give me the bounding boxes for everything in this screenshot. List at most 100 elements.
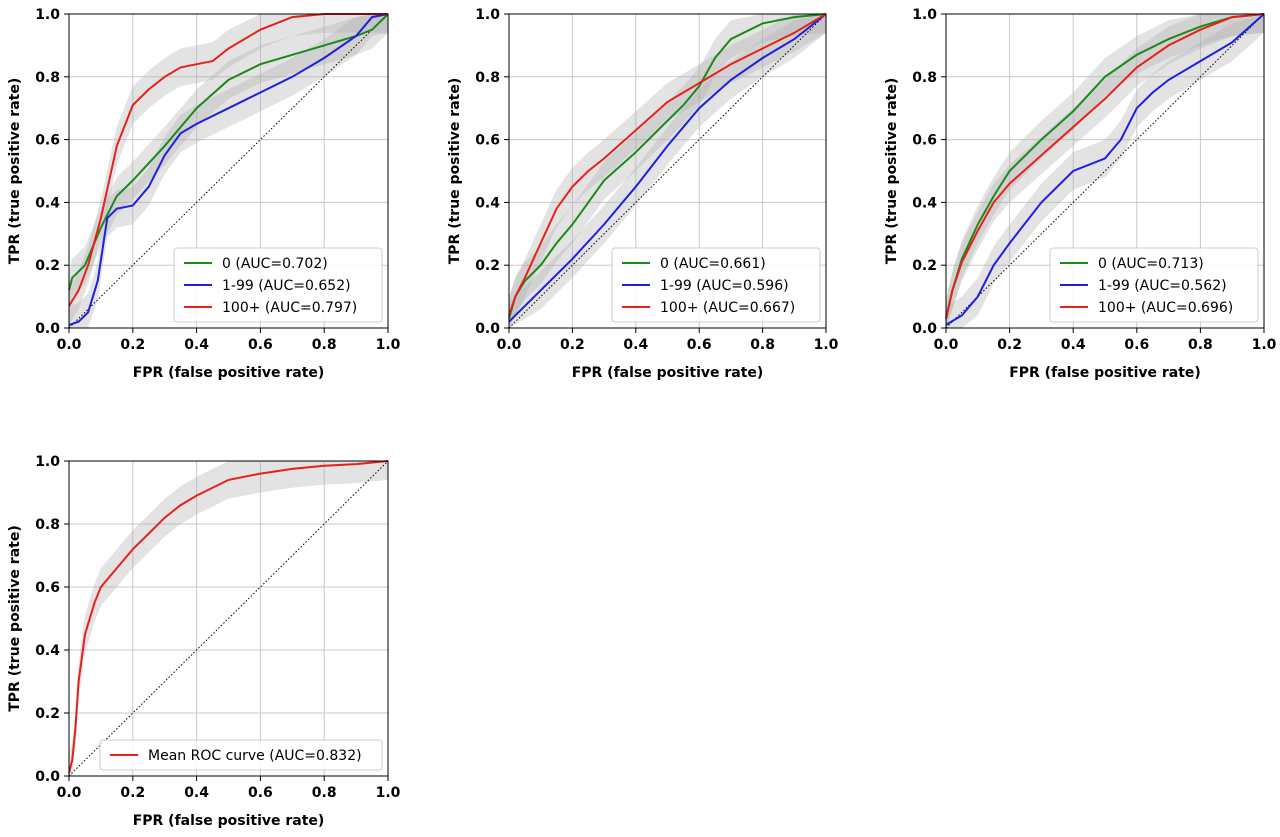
legend-box [1049, 247, 1259, 323]
y-tick-label: 0.8 [475, 70, 500, 86]
y-tick-label: 0.4 [35, 643, 60, 659]
y-tick-label: 0.6 [35, 580, 60, 596]
x-tick-label: 0.0 [934, 337, 959, 353]
x-tick-label: 0.6 [1124, 337, 1149, 353]
x-axis-label: FPR (false positive rate) [1009, 365, 1201, 381]
y-axis-label: TPR (true positive rate) [884, 78, 900, 265]
confidence-band-3 [69, 14, 388, 325]
legend-entry: 0 (AUC=0.661) [660, 256, 766, 272]
x-tick-label: 0.2 [120, 785, 145, 801]
x-axis-label: FPR (false positive rate) [133, 365, 325, 381]
roc-curve-2 [508, 13, 827, 323]
y-tick-label: 0.8 [35, 70, 60, 86]
y-tick-label: 0.6 [912, 133, 937, 149]
y-axis-label: TPR (true positive rate) [7, 78, 23, 265]
y-tick-label: 0.4 [475, 195, 500, 211]
x-tick-label: 0.8 [312, 785, 337, 801]
x-tick-label: 0.8 [750, 337, 775, 353]
y-tick-label: 0.2 [35, 706, 60, 722]
x-tick-label: 0.2 [997, 337, 1022, 353]
confidence-band-2 [946, 14, 1264, 328]
legend-entry: 0 (AUC=0.713) [1098, 256, 1204, 272]
x-axis-label: FPR (false positive rate) [572, 365, 764, 381]
y-tick-label: 0.0 [912, 321, 937, 337]
y-tick-label: 0.8 [35, 517, 60, 533]
chance-diagonal [945, 13, 1265, 329]
legend-entry: Mean ROC curve (AUC=0.832) [148, 748, 362, 764]
confidence-band-1 [69, 461, 388, 776]
y-tick-label: 0.0 [475, 321, 500, 337]
x-tick-label: 1.0 [376, 785, 401, 801]
y-tick-label: 1.0 [912, 7, 937, 23]
legend: 0 (AUC=0.702) 1-99 (AUC=0.652) 100+ (AUC=0… [173, 247, 383, 323]
plot-frame [68, 13, 389, 329]
plot-frame [508, 13, 827, 329]
legend-entry: 100+ (AUC=0.667) [660, 300, 795, 316]
x-tick-label: 0.6 [248, 337, 273, 353]
y-tick-label: 1.0 [35, 454, 60, 470]
x-axis-label: FPR (false positive rate) [133, 813, 325, 829]
x-tick-label: 1.0 [1252, 337, 1277, 353]
chance-diagonal [68, 13, 389, 329]
roc-curve-1 [508, 13, 827, 319]
roc-curve-1 [68, 13, 389, 291]
legend-entry: 1-99 (AUC=0.596) [660, 278, 789, 294]
legend-box [99, 739, 383, 771]
x-tick-label: 0.4 [184, 337, 209, 353]
roc-curve-2 [68, 13, 389, 326]
roc-panel-3: 0.0 0.2 0.4 0.6 0.8 1.0 0.0 0.2 0.4 0.6 0.8 1.0 FPR … [884, 7, 1277, 381]
roc-curve-3 [945, 13, 1265, 319]
y-tick-label: 0.4 [35, 195, 60, 211]
x-tick-label: 0.0 [57, 337, 82, 353]
x-tick-label: 0.8 [312, 337, 337, 353]
y-axis-label: TPR (true positive rate) [7, 525, 23, 712]
x-tick-label: 0.2 [560, 337, 585, 353]
legend: 0 (AUC=0.661) 1-99 (AUC=0.596) 100+ (AUC=0… [611, 247, 821, 323]
y-tick-label: 1.0 [475, 7, 500, 23]
legend: 0 (AUC=0.713) 1-99 (AUC=0.562) 100+ (AUC=0… [1049, 247, 1259, 323]
x-tick-label: 0.6 [687, 337, 712, 353]
roc-curve-3 [68, 13, 388, 307]
x-tick-label: 0.0 [57, 785, 82, 801]
y-tick-label: 0.8 [912, 70, 937, 86]
x-tick-label: 0.4 [184, 785, 209, 801]
legend-entry: 1-99 (AUC=0.652) [222, 278, 351, 294]
x-tick-label: 1.0 [814, 337, 839, 353]
y-tick-label: 0.2 [35, 258, 60, 274]
chance-diagonal [508, 13, 827, 329]
legend-entry: 100+ (AUC=0.696) [1098, 300, 1233, 316]
chance-diagonal [68, 460, 389, 777]
confidence-band-1 [69, 14, 388, 310]
legend-box [611, 247, 821, 323]
y-tick-label: 0.0 [35, 769, 60, 785]
roc-curve-1 [68, 460, 389, 774]
roc-panel-1: 0.0 0.2 0.4 0.6 0.8 1.0 0.0 0.2 0.4 0.6 0.8 1.0 FPR … [7, 7, 401, 381]
y-tick-label: 0.0 [35, 321, 60, 337]
roc-curve-2 [945, 13, 1265, 326]
roc-curve-3 [508, 13, 827, 316]
roc-panel-2: 0.0 0.2 0.4 0.6 0.8 1.0 0.0 0.2 0.4 0.6 0.8 1.0 FPR … [447, 7, 839, 381]
y-axis-label: TPR (true positive rate) [447, 78, 463, 265]
legend-entry: 0 (AUC=0.702) [222, 256, 328, 272]
x-tick-label: 0.4 [623, 337, 648, 353]
y-tick-label: 1.0 [35, 7, 60, 23]
legend-box [173, 247, 383, 323]
plot-frame [68, 460, 389, 777]
y-tick-label: 0.6 [475, 133, 500, 149]
y-tick-label: 0.2 [475, 258, 500, 274]
roc-panel-4: 0.0 0.2 0.4 0.6 0.8 1.0 0.0 0.2 0.4 0.6 0.8 1.0 FPR … [7, 454, 401, 829]
confidence-band-3 [509, 14, 826, 328]
x-tick-label: 0.8 [1188, 337, 1213, 353]
x-tick-label: 1.0 [376, 337, 401, 353]
legend: Mean ROC curve (AUC=0.832) [99, 739, 383, 771]
roc-curve-1 [945, 13, 1265, 319]
x-tick-label: 0.0 [497, 337, 522, 353]
plot-frame [945, 13, 1265, 329]
confidence-band-2 [509, 14, 826, 328]
legend-entry: 1-99 (AUC=0.562) [1098, 278, 1227, 294]
y-tick-label: 0.4 [912, 195, 937, 211]
legend-entry: 100+ (AUC=0.797) [222, 300, 357, 316]
x-tick-label: 0.2 [120, 337, 145, 353]
x-tick-label: 0.6 [248, 785, 273, 801]
